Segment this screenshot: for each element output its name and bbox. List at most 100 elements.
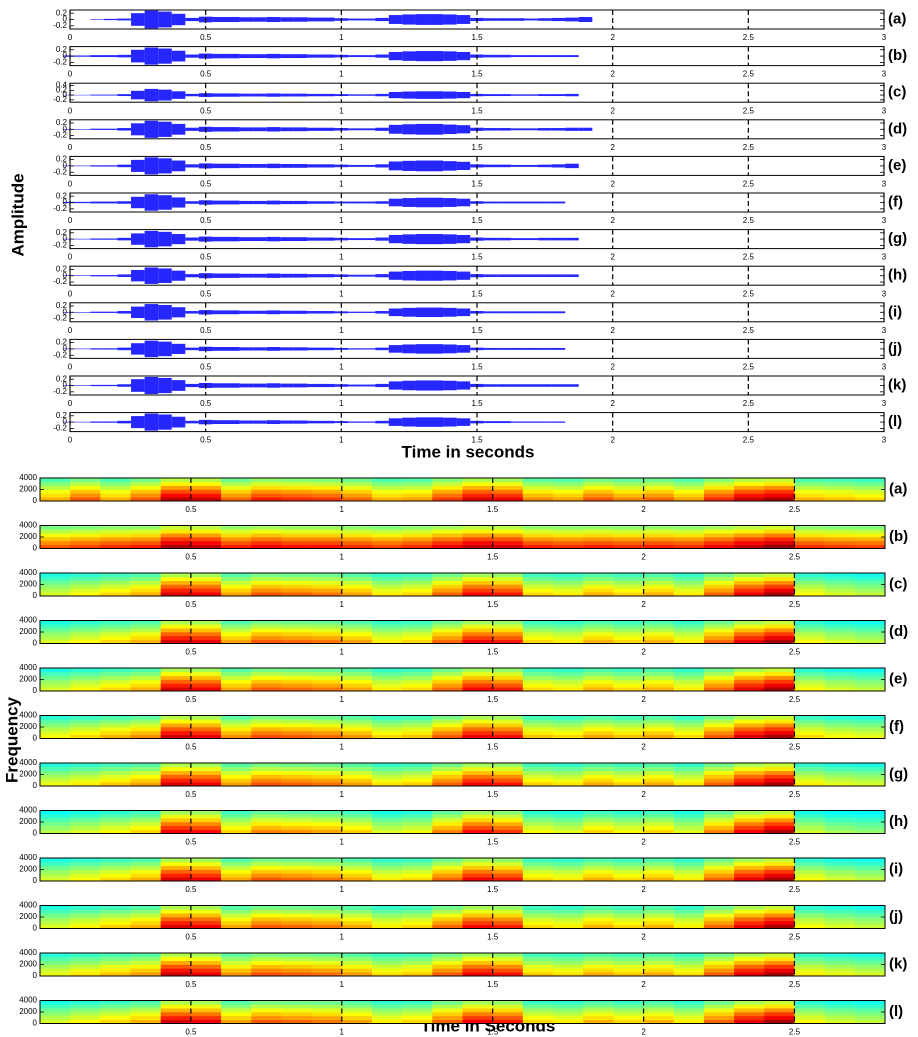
spectrogram-cell — [523, 624, 553, 628]
x-tick-label: 0.5 — [200, 143, 212, 152]
spectrogram-cell — [553, 1001, 583, 1005]
waveform-envelope — [77, 275, 91, 276]
panel-label: (h) — [888, 267, 907, 284]
spectrogram-cell — [281, 490, 311, 494]
spectrogram-cell — [583, 716, 613, 720]
spectrogram-cell — [191, 541, 221, 545]
spectrogram-cell — [674, 858, 704, 862]
spectrogram-cell — [463, 921, 493, 925]
spectrogram-cell — [131, 862, 161, 866]
x-tick-label: 0.5 — [185, 1028, 197, 1037]
spectrogram-cell — [70, 624, 100, 628]
spectrogram-cell — [825, 624, 855, 628]
spectrogram-cell — [493, 775, 523, 779]
y-tick-label: 4000 — [19, 711, 37, 720]
spectrogram-cell — [523, 533, 553, 537]
spectrogram-cell — [191, 588, 221, 592]
x-tick-label: 0 — [68, 436, 73, 445]
spectrogram-cell — [161, 909, 191, 913]
spectrogram-cell — [523, 826, 553, 830]
spectrogram-cell — [402, 870, 432, 874]
spectrogram-cell — [613, 533, 643, 537]
spectrogram-cell — [161, 1016, 191, 1020]
spectrogram-cell — [312, 913, 342, 917]
spectrogram-cell — [40, 763, 70, 767]
spectrogram-cell — [251, 909, 281, 913]
waveform-envelope — [321, 164, 335, 167]
spectrogram-cell — [553, 909, 583, 913]
spectrogram-cell — [100, 482, 130, 486]
waveform-envelope — [172, 124, 186, 135]
spectrogram-cell — [402, 621, 432, 625]
spectrogram-cell — [281, 716, 311, 720]
spectrogram-cell — [100, 577, 130, 581]
spectrogram-cell — [191, 957, 221, 961]
spectrogram-cell — [734, 965, 764, 969]
x-tick-label: 3 — [882, 289, 887, 298]
spectrogram-cell — [342, 968, 372, 972]
spectrogram-cell — [493, 965, 523, 969]
waveform-envelope — [565, 384, 579, 387]
spectrogram-cell — [493, 767, 523, 771]
spectrogram-cell — [463, 913, 493, 917]
spectrogram-cell — [251, 632, 281, 636]
spectrogram-cell — [372, 873, 402, 877]
spectrogram-cell — [191, 763, 221, 767]
spectrogram-cell — [613, 672, 643, 676]
spectrogram-cell — [825, 1008, 855, 1012]
waveform-envelope — [267, 17, 281, 22]
spectrogram-cell — [432, 727, 462, 731]
waveform-envelope — [348, 421, 362, 422]
spectrogram-cell — [40, 873, 70, 877]
spectrogram-cell — [221, 913, 251, 917]
waveform-envelope — [430, 380, 444, 390]
spectrogram-cell — [764, 526, 794, 530]
spectrogram-cell — [553, 767, 583, 771]
spectrogram-cell — [674, 529, 704, 533]
spectrogram-cell — [251, 581, 281, 585]
spectrogram-cell — [583, 482, 613, 486]
spectrogram-cell — [583, 577, 613, 581]
spectrogram-cell — [372, 581, 402, 585]
x-tick-label: 1 — [339, 216, 344, 225]
spectrogram-cell — [372, 822, 402, 826]
x-tick-label: 2.5 — [789, 790, 801, 799]
waveform-envelope — [104, 238, 118, 239]
waveform-envelope — [131, 343, 145, 354]
spectrogram-cell — [493, 771, 523, 775]
spectrogram-cell — [161, 533, 191, 537]
spectrogram-cell — [100, 862, 130, 866]
spectrogram-cell — [281, 624, 311, 628]
spectrogram-cell — [312, 723, 342, 727]
spectrogram-cell — [794, 731, 824, 735]
spectrogram-cell — [674, 719, 704, 723]
spectrogram-cell — [613, 822, 643, 826]
spectrogram-cell — [523, 628, 553, 632]
spectrogram-cell — [131, 1004, 161, 1008]
waveform-envelope — [484, 348, 498, 350]
waveform-envelope — [402, 381, 416, 391]
spectrogram-cell — [191, 775, 221, 779]
spectrogram-cell — [794, 763, 824, 767]
spectrogram-cell — [281, 680, 311, 684]
x-tick-label: 0.5 — [200, 289, 212, 298]
spectrogram-cell — [251, 486, 281, 490]
spectrogram-cell — [553, 683, 583, 687]
spectrogram-cell — [70, 811, 100, 815]
spectrogram-cell — [463, 636, 493, 640]
waveform-envelope — [212, 164, 226, 168]
waveform-envelope — [185, 94, 199, 96]
spectrogram-cell — [221, 826, 251, 830]
spectrogram-cell — [100, 913, 130, 917]
spectrogram-cell — [191, 537, 221, 541]
spectrogram-cell — [583, 961, 613, 965]
waveform-envelope — [90, 312, 104, 313]
spectrogram-cell — [402, 862, 432, 866]
spectrogram-cell — [523, 775, 553, 779]
spectrogram-cell — [704, 866, 734, 870]
spectrogram-cell — [70, 636, 100, 640]
spectrogram-cell — [825, 628, 855, 632]
spectrogram-cell — [312, 906, 342, 910]
spectrogram-cell — [432, 537, 462, 541]
spectrogram-cell — [342, 482, 372, 486]
